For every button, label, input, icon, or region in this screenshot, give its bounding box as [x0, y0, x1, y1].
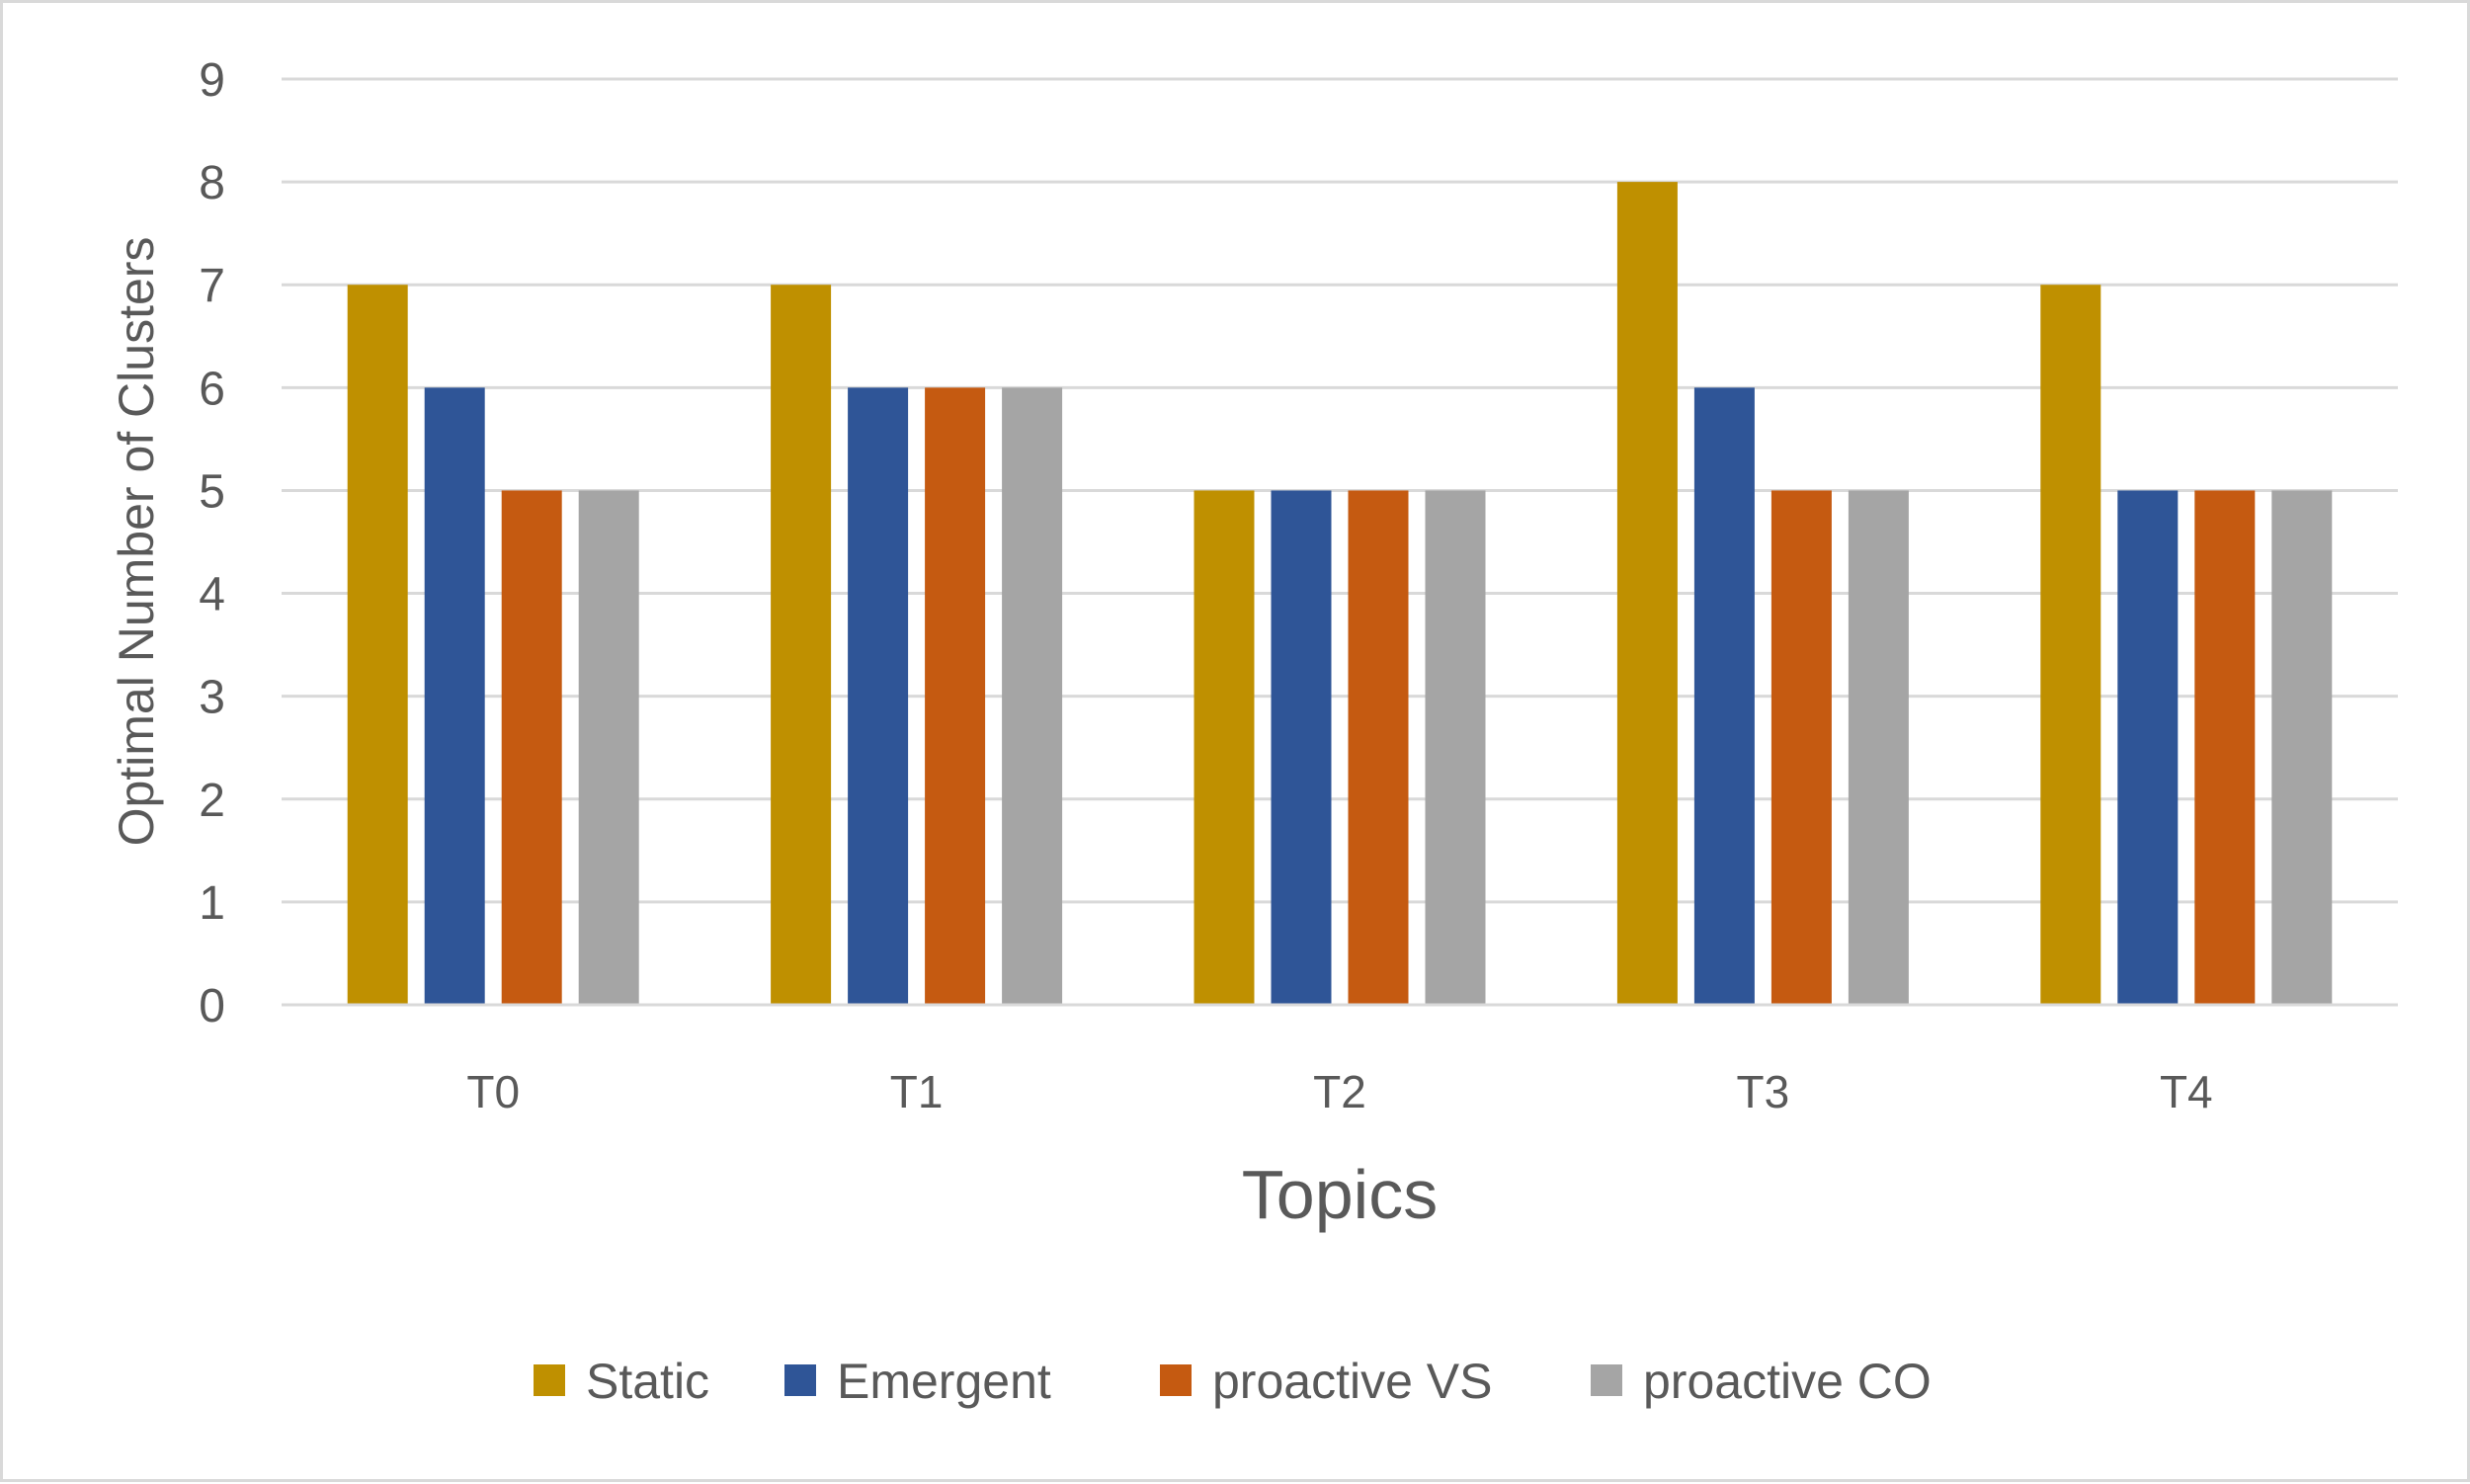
legend-label: proactive CO [1643, 1354, 1932, 1409]
y-tick-label: 6 [199, 363, 225, 415]
bar-proactive-vs-t3 [1770, 490, 1832, 1005]
bar-proactive-co-t2 [1425, 490, 1486, 1005]
x-tick-label: T2 [1313, 1066, 1366, 1117]
y-tick-label: 7 [199, 260, 225, 312]
bar-static-t1 [771, 285, 832, 1005]
bar-proactive-co-t3 [1848, 490, 1909, 1005]
y-tick-label: 8 [199, 157, 225, 209]
bar-emergent-t1 [848, 387, 909, 1005]
legend-label: Static [586, 1354, 709, 1409]
legend-swatch-proactive-vs [1160, 1364, 1192, 1396]
bar-static-t3 [1616, 182, 1678, 1006]
x-axis-title: Topics [1242, 1156, 1438, 1233]
x-tick-label: T0 [466, 1066, 520, 1117]
bar-proactive-co-t1 [1002, 387, 1063, 1005]
bar-emergent-t0 [424, 387, 485, 1005]
bar-emergent-t2 [1271, 490, 1332, 1005]
y-axis-ticks: 0 1 2 3 4 5 6 7 8 9 [199, 54, 225, 1032]
y-tick-label: 5 [199, 465, 225, 518]
bar-proactive-vs-t4 [2194, 490, 2256, 1005]
x-tick-label: T3 [1737, 1066, 1790, 1117]
x-tick-label: T4 [2160, 1066, 2213, 1117]
legend-label: proactive VS [1212, 1354, 1492, 1409]
bar-emergent-t4 [2117, 490, 2179, 1005]
y-axis-title: Optimal Number of Clusters [109, 237, 164, 847]
legend-swatch-static [534, 1364, 565, 1396]
y-tick-label: 0 [199, 980, 225, 1032]
y-tick-label: 3 [199, 672, 225, 724]
legend: Static Emergent proactive VS proactive CO [534, 1354, 1932, 1409]
bars [347, 182, 2333, 1006]
bar-proactive-co-t4 [2271, 490, 2333, 1005]
bar-chart: 0 1 2 3 4 5 6 7 8 9 T0 T1 T2 T3 T4 Optimal Number of … [109, 54, 2398, 1409]
legend-swatch-emergent [784, 1364, 816, 1396]
bar-proactive-vs-t1 [925, 387, 986, 1005]
bar-proactive-vs-t0 [501, 490, 562, 1005]
bar-static-t4 [2040, 285, 2101, 1005]
x-tick-label: T1 [890, 1066, 944, 1117]
legend-swatch-proactive-co [1591, 1364, 1622, 1396]
y-tick-label: 1 [199, 877, 225, 930]
bar-emergent-t3 [1693, 387, 1755, 1005]
bar-proactive-vs-t2 [1348, 490, 1409, 1005]
legend-label: Emergent [837, 1354, 1051, 1409]
x-axis-ticks: T0 T1 T2 T3 T4 [466, 1066, 2212, 1117]
bar-static-t0 [347, 285, 408, 1005]
bar-static-t2 [1194, 490, 1255, 1005]
y-tick-label: 9 [199, 54, 225, 107]
y-tick-label: 2 [199, 775, 225, 827]
bar-proactive-co-t0 [578, 490, 639, 1005]
y-tick-label: 4 [199, 569, 225, 621]
